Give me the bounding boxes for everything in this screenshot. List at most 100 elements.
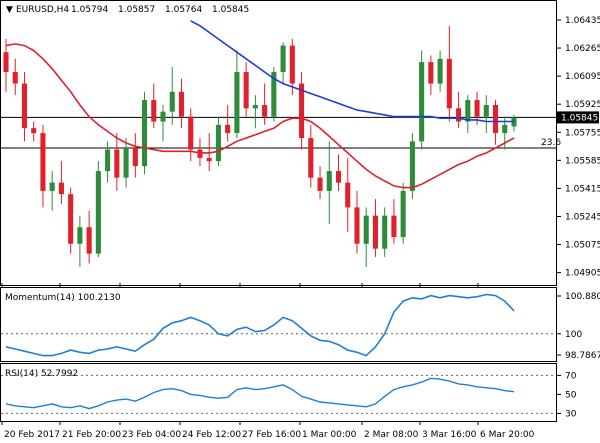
candle-bullish	[234, 72, 240, 134]
x-tick-label: 3 Mar 16:00	[422, 430, 477, 440]
momentum-tick-label: 100.8804	[565, 292, 600, 302]
candle-bearish	[372, 215, 378, 249]
candle-bearish	[317, 177, 323, 191]
chart-close: 1.05845	[212, 5, 249, 15]
candle-bearish	[68, 194, 74, 244]
y-tick-label: 1.06095	[565, 72, 600, 82]
candle-bearish	[474, 100, 480, 117]
candle-bearish	[243, 72, 249, 109]
rsi-tick-label: 50	[565, 390, 577, 400]
candle-bearish	[40, 133, 46, 191]
candle-bullish	[409, 141, 415, 191]
candle-bearish	[12, 72, 18, 84]
candle-bullish	[142, 100, 148, 167]
y-tick-label: 1.04905	[565, 269, 600, 279]
chart-low: 1.05764	[165, 5, 202, 15]
momentum-panel-frame	[0, 287, 557, 362]
y-tick-label: 1.06435	[565, 16, 600, 26]
candle-bearish	[21, 83, 28, 129]
x-tick-label: 21 Feb 20:00	[62, 430, 121, 440]
main-y-axis: 1.06435 1.06265 1.06095 1.05925 1.05755 1.055…	[557, 16, 600, 279]
y-tick-label: 1.05755	[565, 128, 600, 138]
candle-bearish	[151, 100, 157, 122]
candle-bearish	[197, 149, 203, 158]
candle-bullish	[437, 58, 443, 84]
candle-bearish	[3, 52, 9, 72]
momentum-series-line	[5, 293, 515, 357]
x-tick-label: 23 Feb 04:00	[122, 430, 181, 440]
x-tick-label: 1 Mar 00:00	[302, 430, 357, 440]
current-price-label: 1.05845	[561, 113, 598, 123]
candle-bullish	[215, 124, 221, 162]
candle-bullish	[502, 124, 508, 134]
chart-header-arrow: ▼	[6, 5, 13, 15]
candle-bullish	[400, 190, 406, 238]
candle-bullish	[363, 215, 369, 244]
momentum-title: Momentum(14) 100.2130	[5, 293, 121, 303]
candle-bullish	[483, 105, 489, 117]
rsi-title: RSI(14) 52.7992	[5, 369, 78, 379]
x-tick-label: 20 Feb 2017	[4, 430, 60, 440]
candlesticks	[3, 25, 517, 267]
y-tick-label: 1.05415	[565, 184, 600, 194]
candle-bearish	[31, 128, 37, 134]
y-tick-label: 1.06265	[565, 44, 600, 54]
candle-bullish	[326, 171, 332, 191]
moving-averages	[5, 20, 515, 189]
x-tick-label: 27 Feb 16:00	[242, 430, 301, 440]
candle-bullish	[160, 111, 166, 122]
candle-bearish	[86, 227, 92, 254]
candle-bullish	[95, 171, 101, 254]
rsi-tick-label: 70	[565, 371, 577, 381]
candle-bullish	[105, 149, 111, 172]
main-horizontal-lines: 23.6	[1, 116, 561, 149]
candle-bearish	[345, 182, 351, 208]
candle-bullish	[252, 105, 258, 109]
y-tick-label: 1.05245	[565, 212, 600, 222]
momentum-line	[5, 293, 515, 357]
rsi-y-axis: 70 50 30	[1, 371, 577, 419]
moving-average-red	[5, 43, 515, 189]
candle-bearish	[391, 215, 397, 238]
candle-bullish	[271, 72, 277, 117]
moving-average-blue	[190, 20, 514, 123]
momentum-tick-label: 100	[565, 330, 582, 340]
momentum-y-axis: 100.8804 100 98.7867	[1, 292, 600, 361]
candle-bullish	[419, 62, 425, 142]
candle-bullish	[382, 215, 388, 249]
candle-bearish	[114, 149, 120, 178]
candle-bearish	[225, 124, 231, 134]
candle-bearish	[308, 138, 314, 178]
current-price-marker: 1.05845	[557, 111, 599, 124]
candle-bearish	[262, 105, 268, 117]
candle-bearish	[335, 171, 342, 183]
candle-bearish	[188, 116, 194, 150]
candle-bearish	[428, 62, 434, 84]
x-tick-label: 24 Feb 12:00	[182, 430, 241, 440]
rsi-panel-frame	[0, 363, 557, 422]
rsi-line	[5, 377, 515, 410]
fib-level-label: 23.6	[541, 138, 561, 148]
rsi-series-line	[5, 377, 515, 410]
y-tick-label: 1.05075	[565, 241, 600, 251]
current-price-box	[557, 111, 599, 124]
momentum-tick-label: 98.7867	[565, 351, 600, 361]
candle-bearish	[446, 58, 452, 109]
candle-bearish	[456, 108, 462, 122]
chart-symbol: EURUSD,H4	[16, 5, 69, 15]
x-tick-label: 6 Mar 20:00	[480, 430, 535, 440]
candle-bearish	[58, 182, 64, 195]
candle-bullish	[465, 100, 471, 122]
candle-bullish	[123, 147, 129, 178]
main-panel-header: ▼ EURUSD,H4 1.05794 1.05857 1.05764 1.05…	[6, 5, 249, 15]
candle-bearish	[178, 91, 185, 117]
candle-bearish	[132, 147, 138, 167]
candle-bullish	[169, 91, 175, 112]
candle-bullish	[77, 227, 83, 244]
time-axis: 20 Feb 2017 21 Feb 20:00 23 Feb 04:00 24 Fe…	[1, 283, 535, 440]
candle-bearish	[492, 105, 499, 134]
rsi-tick-label: 30	[565, 409, 577, 419]
y-tick-label: 1.05925	[565, 100, 600, 110]
candle-bearish	[354, 207, 360, 244]
